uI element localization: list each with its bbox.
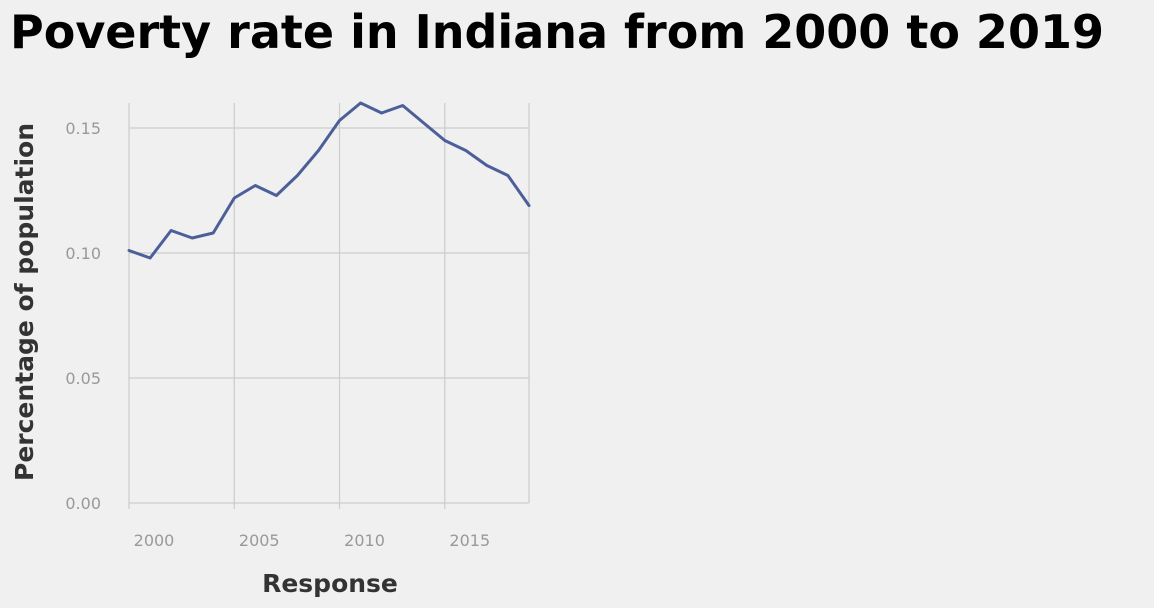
y-tick-label: 0.00 — [65, 494, 101, 513]
series-line — [127, 101, 531, 260]
chart-title: Poverty rate in Indiana from 2000 to 201… — [10, 5, 1104, 59]
series-layer — [127, 101, 531, 260]
x-tick-label: 2005 — [239, 531, 280, 550]
x-tick-label: 2015 — [449, 531, 490, 550]
x-tick-label: 2000 — [134, 531, 175, 550]
y-tick-label: 0.10 — [65, 244, 101, 263]
y-axis-label: Percentage of population — [10, 123, 39, 481]
x-tick-label: 2010 — [344, 531, 385, 550]
y-tick-label: 0.05 — [65, 369, 101, 388]
axis-ticks: 0.00 0.05 0.10 0.15 2000 2005 2010 2015 — [65, 119, 490, 550]
y-tick-label: 0.15 — [65, 119, 101, 138]
grid — [128, 103, 530, 504]
x-axis-label: Response — [262, 569, 398, 598]
